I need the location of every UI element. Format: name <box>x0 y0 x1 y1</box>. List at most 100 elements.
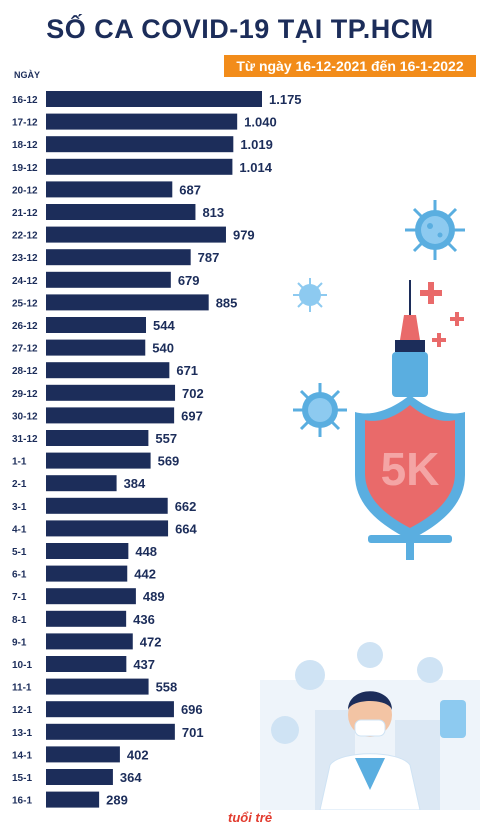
value-label: 979 <box>233 228 255 243</box>
value-label: 1.175 <box>269 92 302 107</box>
vaccine-illustration: 5K <box>293 200 465 560</box>
bar <box>46 181 173 198</box>
bar <box>46 610 127 627</box>
category-label: 14-1 <box>12 750 32 761</box>
bar <box>46 565 128 582</box>
category-label: 11-1 <box>12 683 32 694</box>
category-label: 22-12 <box>12 231 38 242</box>
bar <box>46 656 127 672</box>
bar <box>46 633 133 650</box>
category-label: 26-12 <box>12 321 38 332</box>
category-label: 28-12 <box>12 366 38 377</box>
bar <box>46 384 176 401</box>
tuoi-tre-logo: tuổi trẻ <box>228 810 273 825</box>
category-label: 16-12 <box>12 95 38 106</box>
virus-icon-large <box>405 200 465 260</box>
value-label: 448 <box>135 544 157 559</box>
value-label: 679 <box>178 273 200 288</box>
bar-chart: 16-12 1.175 17-12 1.040 18-12 1.019 19-12 1.014… <box>12 91 302 808</box>
bar <box>46 543 129 559</box>
category-label: 21-12 <box>12 208 38 219</box>
chart-subtitle: Từ ngày 16-12-2021 đến 16-1-2022 <box>224 55 476 77</box>
category-label: 27-12 <box>12 344 38 355</box>
value-label: 702 <box>182 386 204 401</box>
category-label: 3-1 <box>12 502 27 513</box>
bar <box>46 91 262 107</box>
bar <box>46 588 136 605</box>
shield-label: 5K <box>381 443 440 495</box>
bar <box>46 520 169 537</box>
virus-icon-medium <box>293 383 347 437</box>
value-label: 472 <box>140 634 162 649</box>
category-label: 18-12 <box>12 140 38 151</box>
category-label: 15-1 <box>12 773 32 784</box>
value-label: 1.040 <box>244 115 277 130</box>
bar <box>46 678 149 695</box>
category-label: 9-1 <box>12 637 27 648</box>
value-label: 696 <box>181 702 203 717</box>
category-label: 20-12 <box>12 185 38 196</box>
avatar-icon <box>357 642 383 668</box>
value-label: 384 <box>124 476 146 491</box>
value-label: 437 <box>133 657 155 672</box>
chart-title: SỐ CA COVID-19 TẠI TP.HCM <box>46 14 434 44</box>
virus-icon-small <box>293 278 327 312</box>
bar <box>46 317 147 333</box>
category-label: 10-1 <box>12 660 32 671</box>
category-label: 31-12 <box>12 434 38 445</box>
category-label: 24-12 <box>12 276 38 287</box>
mask-icon <box>354 719 386 737</box>
value-label: 664 <box>175 521 197 536</box>
hands-icon <box>417 657 443 683</box>
axis-label-date: NGÀY <box>14 70 41 80</box>
category-label: 5-1 <box>12 547 27 558</box>
doctor-illustration <box>260 642 480 810</box>
bar <box>46 769 113 785</box>
bar <box>46 723 175 740</box>
category-label: 29-12 <box>12 389 38 400</box>
bar <box>46 791 100 808</box>
bar <box>46 271 171 288</box>
avatar-icon <box>295 660 325 690</box>
value-label: 289 <box>106 793 128 808</box>
bar <box>46 113 238 130</box>
plus-icons <box>420 282 464 347</box>
bar <box>46 407 175 424</box>
value-label: 885 <box>216 295 238 310</box>
value-label: 671 <box>176 363 198 378</box>
value-label: 442 <box>134 567 156 582</box>
category-label: 19-12 <box>12 163 38 174</box>
category-label: 12-1 <box>12 705 32 716</box>
category-label: 23-12 <box>12 253 38 264</box>
value-label: 687 <box>179 182 201 197</box>
bar <box>46 204 196 220</box>
shield-icon: 5K <box>355 395 465 540</box>
value-label: 662 <box>175 499 197 514</box>
value-label: 558 <box>156 680 178 695</box>
value-label: 701 <box>182 725 204 740</box>
value-label: 544 <box>153 318 175 333</box>
category-label: 7-1 <box>12 592 27 603</box>
bar <box>46 294 209 311</box>
bar <box>46 362 170 379</box>
category-label: 30-12 <box>12 411 38 422</box>
bar <box>46 701 174 718</box>
value-label: 364 <box>120 770 142 785</box>
category-label: 25-12 <box>12 298 38 309</box>
bar <box>46 226 226 243</box>
value-label: 557 <box>155 431 177 446</box>
value-label: 697 <box>181 408 203 423</box>
category-label: 6-1 <box>12 570 27 581</box>
value-label: 436 <box>133 612 155 627</box>
bar <box>46 430 149 446</box>
bar <box>46 497 168 514</box>
bar <box>46 339 146 356</box>
bar <box>46 452 151 469</box>
avatar-icon <box>271 716 299 744</box>
bar <box>46 136 234 153</box>
bar <box>46 746 120 763</box>
value-label: 402 <box>127 747 149 762</box>
value-label: 540 <box>152 341 174 356</box>
value-label: 1.019 <box>240 137 273 152</box>
bar <box>46 249 191 266</box>
